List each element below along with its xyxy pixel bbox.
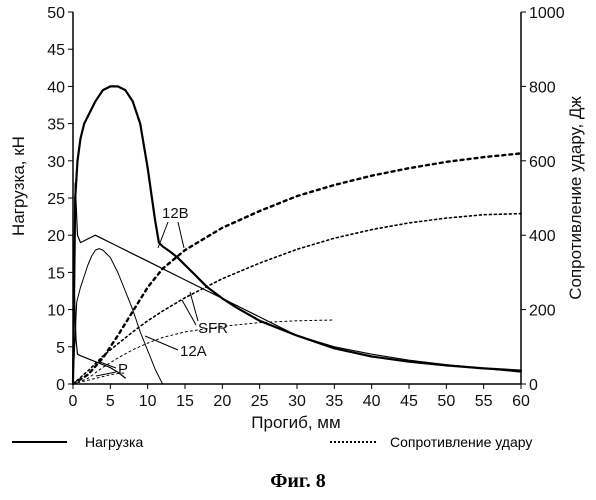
- x-tick-label: 20: [213, 393, 231, 410]
- x-tick-label: 5: [106, 393, 115, 410]
- legend-item-impact-resistance: Сопротивление удару: [330, 432, 532, 452]
- legend-swatch-solid: [12, 441, 67, 443]
- y-left-tick-label: 45: [47, 42, 65, 59]
- x-tick-label: 10: [139, 393, 157, 410]
- series-line-load-SFR: [73, 183, 521, 384]
- x-axis-title: Прогиб, мм: [251, 413, 340, 432]
- y-left-tick-label: 40: [47, 79, 65, 96]
- legend-swatch-dotted: [330, 441, 376, 443]
- leader-12B-a: [158, 222, 168, 248]
- series-layer: [73, 86, 521, 384]
- y-left-tick-label: 20: [47, 228, 65, 245]
- figure-caption: Фиг. 8: [0, 470, 596, 493]
- x-tick-label: 40: [363, 393, 381, 410]
- x-tick-label: 60: [512, 393, 530, 410]
- y-left-tick-label: 50: [47, 5, 65, 22]
- series-line-energy-12B: [73, 153, 521, 384]
- y-left-tick-label: 0: [56, 377, 65, 394]
- leader-SFR-a: [182, 300, 196, 325]
- annotation-12A: 12A: [180, 343, 207, 360]
- x-tick-label: 15: [176, 393, 194, 410]
- y-left-tick-label: 15: [47, 265, 65, 282]
- legend-item-load: Нагрузка: [12, 432, 143, 452]
- legend-label-load: Нагрузка: [85, 434, 143, 450]
- y-left-tick-label: 10: [47, 303, 65, 320]
- y-right-tick-label: 200: [529, 303, 556, 320]
- series-line-energy-SFR: [73, 214, 521, 384]
- annotation-12B: 12B: [162, 205, 189, 222]
- y-left-tick-label: 30: [47, 154, 65, 171]
- x-tick-label: 35: [325, 393, 343, 410]
- y-right-tick-label: 0: [529, 377, 538, 394]
- y-right-tick-label: 1000: [529, 5, 565, 22]
- x-tick-label: 50: [437, 393, 455, 410]
- axes: 0510152025303540455055600510152025303540…: [47, 5, 564, 410]
- chart: 0510152025303540455055600510152025303540…: [0, 0, 596, 470]
- y-right-axis-title: Сопротивление удару, Дж: [566, 96, 585, 300]
- legend-label-impact-resistance: Сопротивление удару: [390, 434, 532, 450]
- x-tick-label: 45: [400, 393, 418, 410]
- annotation-SFR: SFR: [198, 320, 228, 337]
- y-left-tick-label: 35: [47, 117, 65, 134]
- y-left-tick-label: 25: [47, 191, 65, 208]
- x-tick-label: 55: [475, 393, 493, 410]
- x-tick-label: 0: [69, 393, 78, 410]
- x-tick-label: 25: [251, 393, 269, 410]
- series-line-load-12B: [73, 86, 521, 384]
- annotation-P: P: [118, 361, 128, 378]
- y-right-tick-label: 600: [529, 154, 556, 171]
- leader-12B-b: [178, 222, 184, 248]
- y-right-tick-label: 400: [529, 228, 556, 245]
- y-right-tick-label: 800: [529, 79, 556, 96]
- x-tick-label: 30: [288, 393, 306, 410]
- y-left-tick-label: 5: [56, 340, 65, 357]
- y-left-axis-title: Нагрузка, кН: [9, 136, 28, 236]
